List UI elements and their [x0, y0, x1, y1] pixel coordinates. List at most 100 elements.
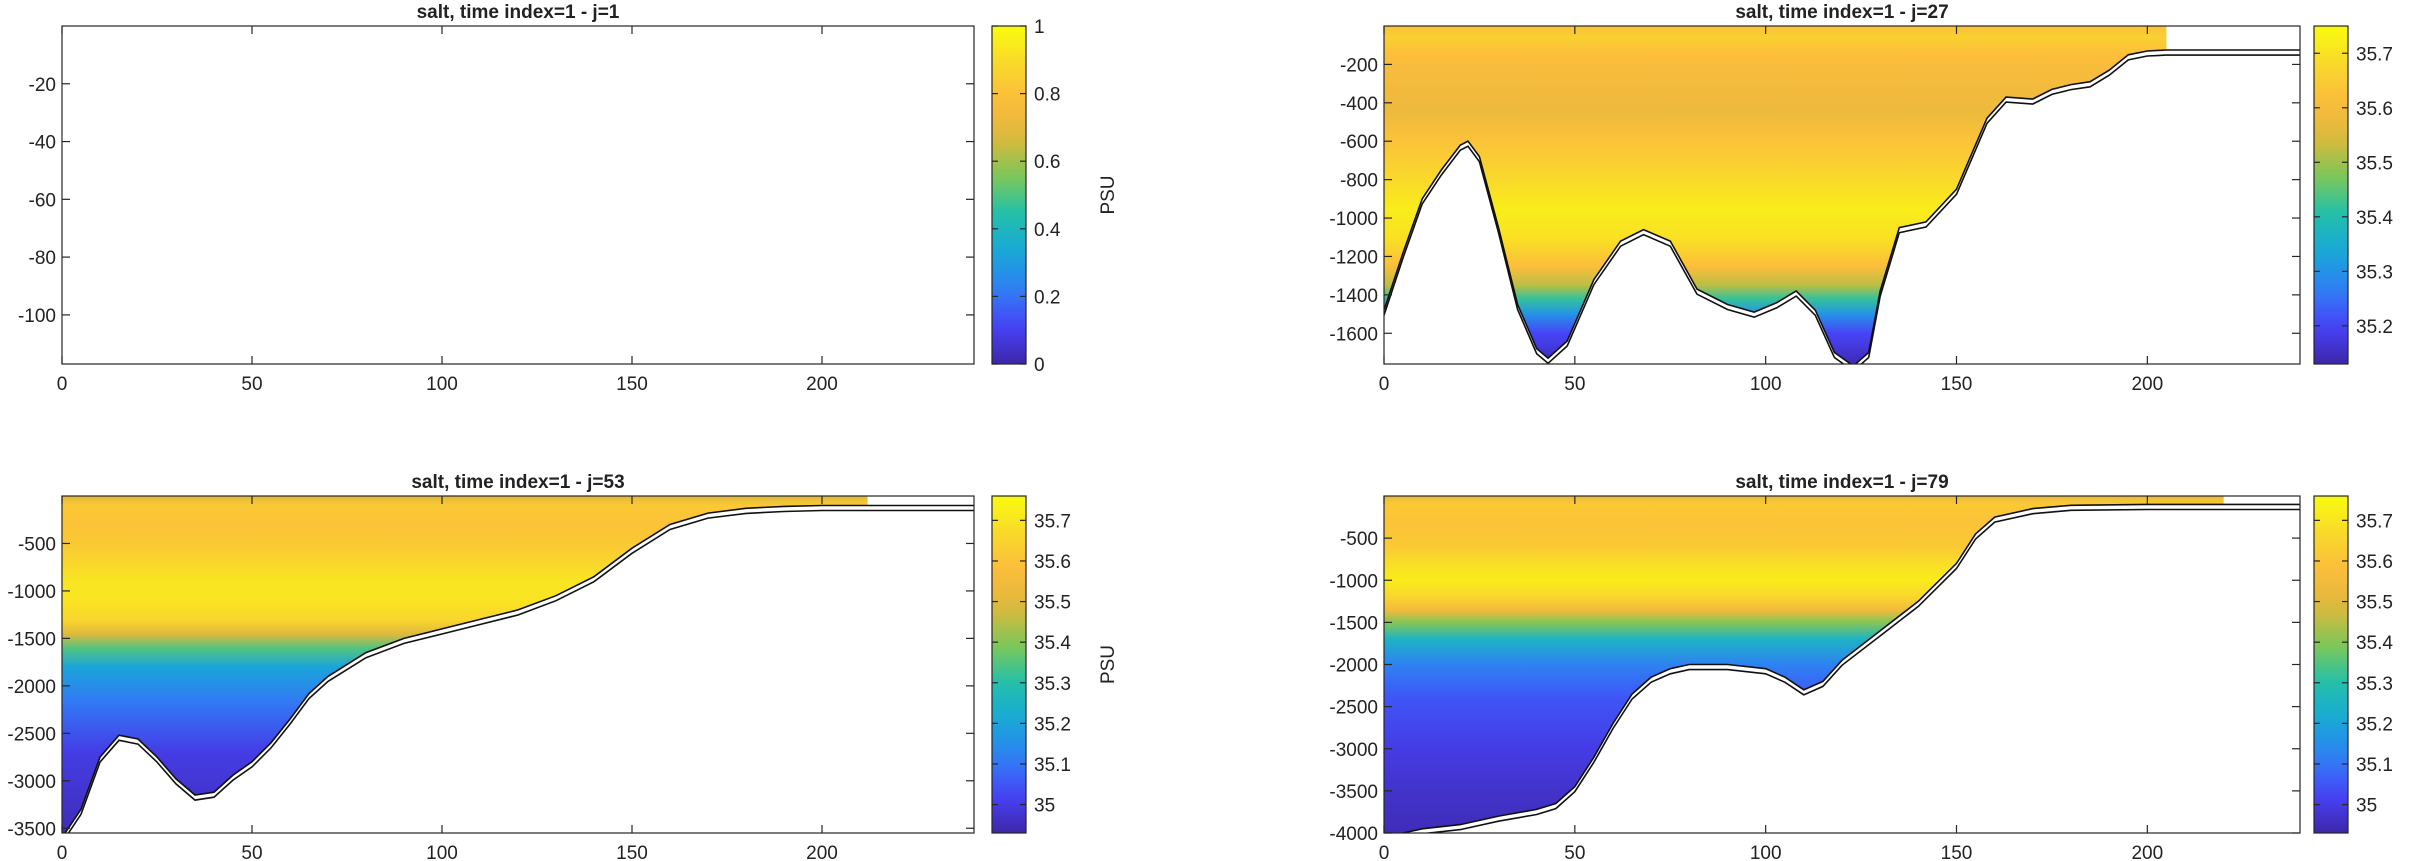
colorbar-tick-label: 35.6: [2356, 99, 2393, 120]
chart-panel-3: 0 50 100 150 200 -3500 -3000 -2500 -2000 -1500 -10…: [7, 472, 1119, 861]
plot-area: [62, 26, 974, 364]
colorbar-tick-label: 35: [1034, 796, 1055, 817]
y-tick-label: -1000: [7, 582, 56, 603]
y-tick-label: -800: [1340, 171, 1378, 192]
x-tick-label: 200: [806, 843, 838, 861]
colorbar-label: PSU: [1098, 645, 1119, 684]
y-tick-label: -1000: [1329, 209, 1378, 230]
y-tick-label: -400: [1340, 94, 1378, 115]
colorbar-tick-label: 35.7: [2356, 511, 2393, 532]
y-tick-label: -2000: [1329, 656, 1378, 677]
y-tick-label: -1600: [1329, 324, 1378, 345]
x-tick-label: 100: [1750, 843, 1782, 861]
colorbar-tick-label: 35.5: [2356, 153, 2393, 174]
colorbar-tick-label: 0.2: [1034, 287, 1060, 308]
salinity-field: [1384, 496, 2224, 833]
y-tick-label: -4000: [1329, 824, 1378, 845]
x-tick-label: 0: [57, 843, 68, 861]
y-tick-label: -1200: [1329, 247, 1378, 268]
x-tick-label: 150: [1941, 843, 1973, 861]
y-tick-label: -1500: [7, 629, 56, 650]
colorbar-tick-label: 35.2: [1034, 714, 1071, 735]
y-tick-label: -200: [1340, 55, 1378, 76]
y-tick-label: -3500: [7, 819, 56, 840]
colorbar-tick-label: 35.2: [2356, 714, 2393, 735]
y-tick-label: -1400: [1329, 286, 1378, 307]
colorbar-tick-label: 35.5: [1034, 593, 1071, 614]
colorbar-tick-label: 35.7: [1034, 511, 1071, 532]
y-tick-label: -1500: [1329, 613, 1378, 634]
colorbar-tick-label: 35.3: [2356, 674, 2393, 695]
colorbar-tick-label: 35: [2356, 796, 2377, 817]
y-tick-label: -3500: [1329, 782, 1378, 803]
y-tick-label: -2000: [7, 677, 56, 698]
colorbar-tick-label: 0: [1034, 355, 1045, 376]
colorbar-tick-label: 35.1: [2356, 755, 2393, 776]
y-tick-label: -80: [29, 248, 56, 269]
x-tick-label: 150: [616, 843, 648, 861]
x-tick-label: 100: [1750, 374, 1782, 395]
x-tick-label: 50: [241, 374, 262, 395]
colorbar-tick-label: 35.6: [2356, 552, 2393, 573]
colorbar-tick-label: 35.4: [2356, 633, 2393, 654]
salinity-field: [1384, 26, 2167, 364]
chart-panel-1: 0 50 100 150 200 -100 -80 -60 -40 -20 salt, time i…: [18, 2, 1119, 395]
colorbar: [2313, 495, 2349, 834]
colorbar-tick-label: 35.5: [2356, 593, 2393, 614]
x-tick-label: 50: [1564, 843, 1585, 861]
chart-panel-2: 0 50 100 150 200 -1600 -1400 -1200 -1000 -800 -600…: [1329, 2, 2393, 395]
colorbar-tick-label: 35.2: [2356, 317, 2393, 338]
x-tick-label: 200: [806, 374, 838, 395]
salinity-field: [62, 496, 868, 833]
colorbar-tick-label: 35.3: [1034, 674, 1071, 695]
seafloor-line-lower: [67, 509, 974, 833]
seafloor-line-lower: [1384, 54, 2300, 364]
y-tick-label: -3000: [1329, 740, 1378, 761]
y-tick-label: -40: [29, 133, 56, 154]
axes-frame: [61, 25, 975, 365]
chart-title: salt, time index=1 - j=79: [1735, 472, 1948, 493]
chart-title: salt, time index=1 - j=27: [1735, 2, 1948, 23]
y-tick-label: -2500: [1329, 698, 1378, 719]
colorbar: [2313, 25, 2349, 365]
chart-title: salt, time index=1 - j=53: [411, 472, 624, 493]
seafloor-line-upper: [64, 504, 974, 833]
axes-frame: [1383, 25, 2301, 365]
colorbar-tick-label: 35.4: [1034, 633, 1071, 654]
y-tick-label: -600: [1340, 132, 1378, 153]
colorbar-tick-label: 1: [1034, 17, 1045, 38]
y-tick-label: -60: [29, 190, 56, 211]
y-tick-label: -500: [1340, 529, 1378, 550]
x-tick-label: 200: [2131, 374, 2163, 395]
x-tick-label: 0: [57, 374, 68, 395]
colorbar-tick-label: 0.8: [1034, 85, 1060, 106]
colorbar-tick-label: 35.7: [2356, 44, 2393, 65]
axes-frame: [61, 495, 975, 834]
x-tick-label: 0: [1379, 374, 1390, 395]
x-tick-label: 100: [426, 374, 458, 395]
x-tick-label: 100: [426, 843, 458, 861]
colorbar: [991, 495, 1027, 834]
colorbar-label: PSU: [1098, 175, 1119, 214]
y-tick-label: -100: [18, 306, 56, 327]
x-tick-label: 150: [1941, 374, 1973, 395]
seafloor-line-lower: [1422, 508, 2300, 833]
x-tick-label: 50: [1564, 374, 1585, 395]
y-tick-label: -1000: [1329, 571, 1378, 592]
seafloor-line-upper: [1399, 503, 2300, 833]
x-tick-label: 150: [616, 374, 648, 395]
colorbar-tick-label: 35.6: [1034, 552, 1071, 573]
x-tick-label: 0: [1379, 843, 1390, 861]
x-tick-label: 200: [2131, 843, 2163, 861]
y-tick-label: -20: [29, 75, 56, 96]
chart-panel-4: 0 50 100 150 200 -4000 -3500 -3000 -2500 -2000 -15…: [1329, 472, 2393, 861]
y-tick-label: -2500: [7, 724, 56, 745]
colorbar-tick-label: 35.4: [2356, 208, 2393, 229]
colorbar-tick-label: 0.6: [1034, 152, 1060, 173]
y-tick-label: -500: [18, 534, 56, 555]
colorbar-tick-label: 0.4: [1034, 220, 1061, 241]
y-tick-label: -3000: [7, 772, 56, 793]
colorbar-tick-label: 35.1: [1034, 755, 1071, 776]
colorbar-tick-label: 35.3: [2356, 262, 2393, 283]
